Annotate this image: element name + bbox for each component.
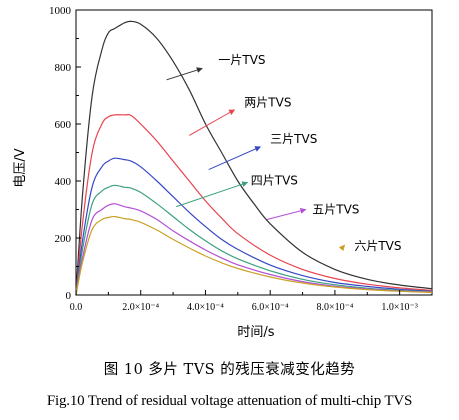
- series-line-4: [75, 184, 433, 296]
- annotation-label-6: 六片TVS: [354, 239, 401, 253]
- x-tick-label: 6.0×10⁻⁴: [252, 302, 289, 313]
- figure-caption-english: Fig.10 Trend of residual voltage attenua…: [46, 393, 413, 409]
- series-line-2: [75, 114, 433, 296]
- x-axis-label: 时间/s: [237, 325, 274, 340]
- annotation-label-2: 两片TVS: [244, 96, 291, 110]
- annotation-arrow-5: [266, 207, 307, 220]
- series-line-5: [75, 203, 433, 296]
- annotation-arrow-3: [208, 146, 262, 171]
- residual-voltage-chart: 一片TVS 两片TVS 三片TVS 四片TVS 五片TVS 六片TVS 0 200 400 60…: [13, 5, 433, 340]
- y-tick-label: 400: [55, 176, 72, 188]
- annotation-label-3: 三片TVS: [270, 132, 317, 146]
- annotation-arrow-4: [176, 181, 249, 208]
- x-tick-label: 1.0×10⁻³: [381, 302, 417, 313]
- y-tick-label: 200: [55, 233, 72, 245]
- x-tick-label: 4.0×10⁻⁴: [187, 302, 224, 313]
- annotation-arrow-6: [338, 244, 346, 252]
- y-tick-label: 800: [55, 62, 72, 74]
- annotation-label-5: 五片TVS: [312, 203, 359, 217]
- annotation-label-4: 四片TVS: [251, 173, 298, 187]
- series-layer: [75, 20, 433, 296]
- y-tick-label: 1000: [49, 5, 72, 17]
- annotation-arrow-1: [166, 67, 203, 81]
- series-line-1: [75, 20, 433, 296]
- annotation-label-1: 一片TVS: [218, 53, 265, 67]
- x-tick-label: 2.0×10⁻⁴: [122, 302, 159, 313]
- y-tick-label: 600: [55, 119, 72, 131]
- x-tick-label: 0.0: [70, 302, 83, 313]
- annotation-layer: 一片TVS 两片TVS 三片TVS 四片TVS 五片TVS 六片TVS: [166, 53, 401, 253]
- axes-layer: 0 200 400 600 800 1000 0.0 2.0×10⁻⁴ 4.0×10⁻⁴ 6.0×…: [49, 5, 418, 313]
- y-axis-label: 电压/V: [13, 148, 28, 187]
- y-tick-label: 0: [66, 290, 72, 302]
- x-tick-label: 8.0×10⁻⁴: [316, 302, 353, 313]
- annotation-arrow-2: [189, 109, 236, 136]
- figure-caption-chinese: 图 10 多片 TVS 的残压衰减变化趋势: [103, 362, 356, 378]
- series-line-6: [75, 215, 433, 296]
- series-line-3: [75, 157, 433, 296]
